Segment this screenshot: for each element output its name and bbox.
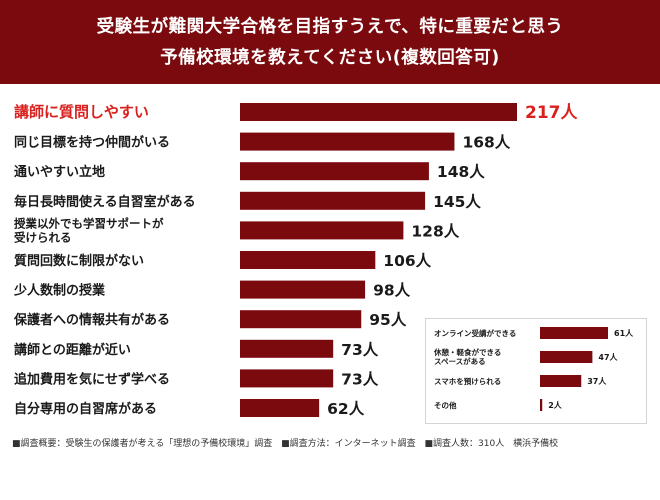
category-label-3: 通いやすい立地 xyxy=(14,164,105,180)
inset-category-label-2-line-1: 休憩・軽食ができる xyxy=(433,347,501,357)
survey-count: ■調査人数：310人 xyxy=(424,439,505,449)
bar-3 xyxy=(240,162,429,181)
inset-bar-1 xyxy=(540,327,608,339)
value-label-7: 98人 xyxy=(373,282,411,300)
inset-value-label-2: 47人 xyxy=(598,352,618,362)
category-label-5-line-2: 受けられる xyxy=(14,230,72,244)
value-label-8: 95人 xyxy=(369,311,407,329)
inset-bar-3 xyxy=(540,375,582,387)
bar-2 xyxy=(240,132,455,151)
bar-4 xyxy=(240,191,426,210)
chart-title-line-2: 予備校環境を教えてください(複数回答可) xyxy=(160,48,500,68)
organization-name: 横浜予備校 xyxy=(513,439,559,449)
value-label-4: 145人 xyxy=(433,193,481,211)
bar-1 xyxy=(240,103,517,121)
bar-5 xyxy=(240,221,404,240)
inset-bar-2 xyxy=(540,351,593,363)
inset-category-label-1: オンライン受講ができる xyxy=(434,328,516,338)
survey-method: ■調査方法：インターネット調査 xyxy=(281,439,416,449)
survey-overview: ■調査概要：受験生の保護者が考える「理想の予備校環境」調査 xyxy=(12,439,273,449)
category-label-5-line-1: 授業以外でも学習サポートが xyxy=(14,216,164,230)
category-label-8: 保護者への情報共有がある xyxy=(13,312,170,328)
chart-title-line-1: 受験生が難関大学合格を目指すうえで、特に重要だと思う xyxy=(96,17,564,37)
bar-7 xyxy=(240,280,366,299)
category-label-4: 毎日長時間使える自習室がある xyxy=(14,194,196,210)
value-label-5: 128人 xyxy=(411,222,459,240)
category-label-9: 講師との距離が近い xyxy=(14,342,131,358)
survey-footer: ■調査概要：受験生の保護者が考える「理想の予備校環境」調査 ■調査方法：インター… xyxy=(12,436,652,449)
inset-value-label-3: 37人 xyxy=(587,376,607,386)
bar-8 xyxy=(240,310,362,329)
bar-6 xyxy=(240,251,376,269)
value-label-3: 148人 xyxy=(437,163,485,181)
inset-category-label-3: スマホを預けられる xyxy=(434,376,501,386)
inset-bar-4 xyxy=(540,399,543,411)
bar-9 xyxy=(240,339,334,358)
value-label-10: 73人 xyxy=(341,370,379,388)
inset-category-label-4: その他 xyxy=(434,400,457,410)
category-label-5: 授業以外でも学習サポートが受けられる xyxy=(14,216,164,244)
category-label-10: 追加費用を気にせず学べる xyxy=(14,371,170,387)
category-label-7: 少人数制の授業 xyxy=(13,283,106,299)
inset-value-label-4: 2人 xyxy=(548,400,563,410)
category-label-6: 質問回数に制限がない xyxy=(14,253,144,269)
value-label-9: 73人 xyxy=(341,341,379,359)
inset-category-label-2-line-2: スペースがある xyxy=(434,356,486,366)
chart-header: 受験生が難関大学合格を目指すうえで、特に重要だと思う 予備校環境を教えてください… xyxy=(0,0,660,84)
category-label-1: 講師に質問しやすい xyxy=(14,103,149,121)
value-label-1: 217人 xyxy=(525,103,578,123)
bar-10 xyxy=(240,369,334,388)
inset-value-label-1: 61人 xyxy=(614,328,634,338)
bar-11 xyxy=(240,399,320,417)
inset-category-label-2: 休憩・軽食ができるスペースがある xyxy=(433,347,501,366)
category-label-11: 自分専用の自習席がある xyxy=(14,401,157,417)
value-label-2: 168人 xyxy=(462,134,510,152)
value-label-11: 62人 xyxy=(327,400,365,418)
other-answers-inset: オンライン受講ができる 61人休憩・軽食ができるスペースがある 47人スマホを預けら… xyxy=(425,318,647,424)
value-label-6: 106人 xyxy=(383,252,431,270)
category-label-2: 同じ目標を持つ仲間がいる xyxy=(14,135,170,151)
